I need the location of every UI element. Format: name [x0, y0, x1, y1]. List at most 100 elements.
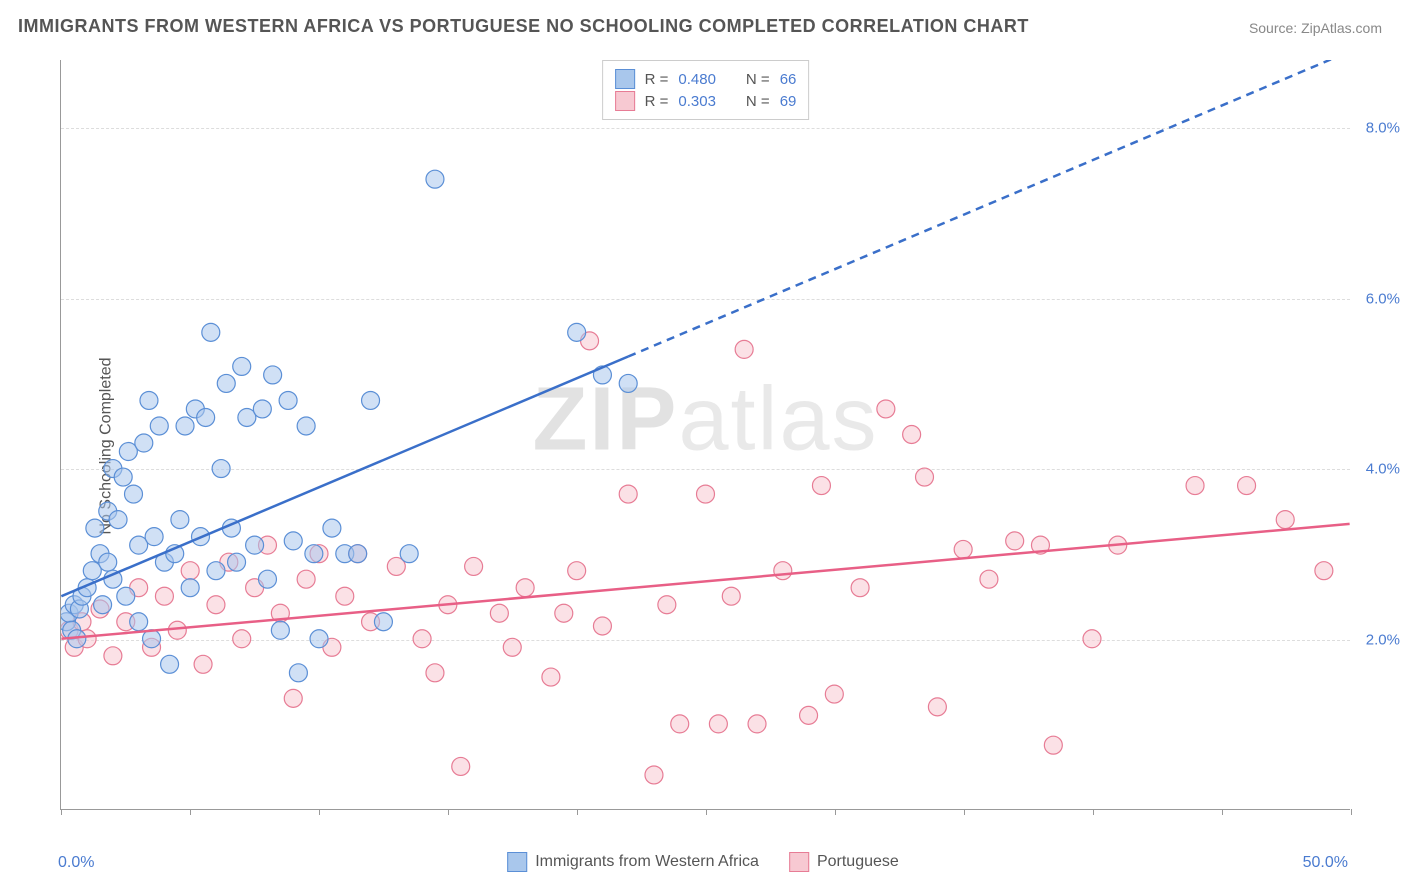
data-point	[1044, 736, 1062, 754]
data-point	[264, 366, 282, 384]
data-point	[117, 587, 135, 605]
data-point	[150, 417, 168, 435]
data-point	[145, 528, 163, 546]
data-point	[916, 468, 934, 486]
x-tick	[448, 809, 449, 815]
data-point	[297, 570, 315, 588]
data-point	[109, 511, 127, 529]
data-point	[542, 668, 560, 686]
data-point	[155, 587, 173, 605]
r-value-a: 0.480	[678, 71, 716, 88]
x-tick	[1093, 809, 1094, 815]
r-label: R =	[645, 71, 669, 88]
data-point	[954, 540, 972, 558]
data-point	[568, 323, 586, 341]
data-point	[1315, 562, 1333, 580]
data-point	[258, 570, 276, 588]
data-point	[1006, 532, 1024, 550]
data-point	[812, 477, 830, 495]
data-point	[503, 638, 521, 656]
data-point	[903, 426, 921, 444]
data-point	[349, 545, 367, 563]
data-point	[1083, 630, 1101, 648]
data-point	[825, 685, 843, 703]
data-point	[207, 562, 225, 580]
source-attribution: Source: ZipAtlas.com	[1249, 20, 1382, 36]
plot-area: ZIPatlas R = 0.480 N = 66 R = 0.303 N = …	[60, 60, 1350, 810]
legend-correlation: R = 0.480 N = 66 R = 0.303 N = 69	[602, 60, 810, 120]
data-point	[161, 655, 179, 673]
data-point	[246, 536, 264, 554]
x-tick	[706, 809, 707, 815]
x-tick	[1222, 809, 1223, 815]
data-point	[181, 579, 199, 597]
data-point	[297, 417, 315, 435]
data-point	[310, 630, 328, 648]
data-point	[336, 587, 354, 605]
r-value-b: 0.303	[678, 93, 716, 110]
data-point	[140, 391, 158, 409]
x-tick	[835, 809, 836, 815]
data-point	[168, 621, 186, 639]
data-point	[413, 630, 431, 648]
data-point	[748, 715, 766, 733]
data-point	[233, 630, 251, 648]
x-tick	[61, 809, 62, 815]
data-point	[928, 698, 946, 716]
data-point	[800, 706, 818, 724]
swatch-series-b	[789, 852, 809, 872]
data-point	[619, 485, 637, 503]
data-point	[284, 689, 302, 707]
data-point	[289, 664, 307, 682]
data-point	[555, 604, 573, 622]
data-point	[233, 357, 251, 375]
data-point	[171, 511, 189, 529]
data-point	[709, 715, 727, 733]
data-point	[362, 391, 380, 409]
x-tick	[1351, 809, 1352, 815]
chart-title: IMMIGRANTS FROM WESTERN AFRICA VS PORTUG…	[18, 16, 1029, 37]
legend-label-b: Portuguese	[817, 853, 899, 871]
data-point	[305, 545, 323, 563]
data-point	[452, 757, 470, 775]
swatch-series-a	[507, 852, 527, 872]
data-point	[877, 400, 895, 418]
data-point	[619, 374, 637, 392]
data-point	[465, 557, 483, 575]
r-label: R =	[645, 93, 669, 110]
data-point	[645, 766, 663, 784]
data-point	[774, 562, 792, 580]
data-point	[568, 562, 586, 580]
data-point	[181, 562, 199, 580]
legend-series: Immigrants from Western Africa Portugues…	[499, 850, 907, 874]
x-tick	[190, 809, 191, 815]
data-point	[374, 613, 392, 631]
data-point	[323, 519, 341, 537]
data-point	[130, 613, 148, 631]
data-point	[400, 545, 418, 563]
data-point	[697, 485, 715, 503]
swatch-series-b	[615, 91, 635, 111]
data-point	[1186, 477, 1204, 495]
data-point	[99, 553, 117, 571]
x-tick	[319, 809, 320, 815]
data-point	[253, 400, 271, 418]
swatch-series-a	[615, 69, 635, 89]
data-point	[217, 374, 235, 392]
n-label: N =	[746, 93, 770, 110]
data-point	[202, 323, 220, 341]
data-point	[194, 655, 212, 673]
x-axis-max-label: 50.0%	[1303, 854, 1348, 872]
y-tick-label: 8.0%	[1366, 120, 1400, 137]
data-point	[228, 553, 246, 571]
data-point	[125, 485, 143, 503]
legend-row-b: R = 0.303 N = 69	[615, 91, 797, 111]
data-point	[593, 617, 611, 635]
n-label: N =	[746, 71, 770, 88]
data-point	[207, 596, 225, 614]
chart-svg	[61, 60, 1350, 809]
data-point	[658, 596, 676, 614]
legend-item-b: Portuguese	[789, 852, 899, 872]
y-tick-label: 6.0%	[1366, 290, 1400, 307]
data-point	[980, 570, 998, 588]
